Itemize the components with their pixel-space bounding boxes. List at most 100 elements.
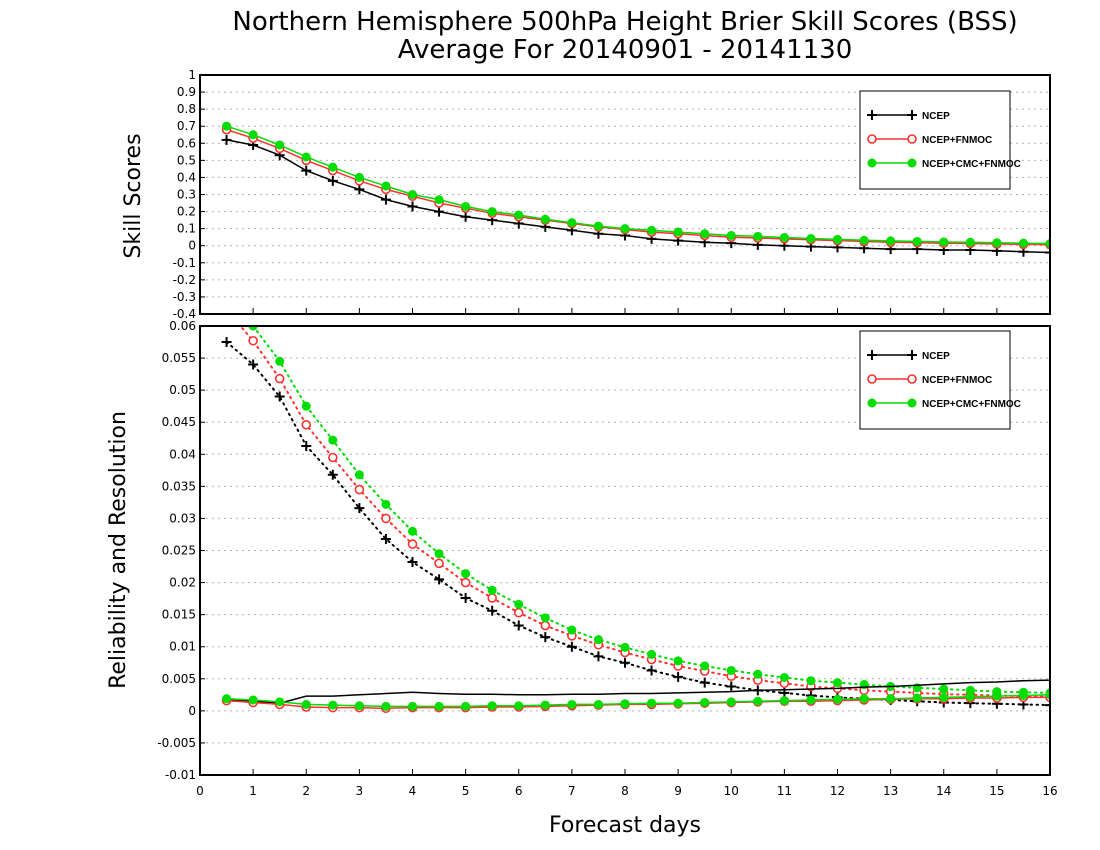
bottom-legend-label: NCEP+FNMOC: [922, 375, 992, 386]
top-data-point: [514, 210, 524, 220]
top-data-point: [567, 218, 577, 228]
bottom-data-point: [434, 558, 444, 569]
bottom-data-point: [434, 549, 444, 559]
bottom-data-point: [222, 694, 232, 704]
bottom-data-point: [274, 373, 285, 384]
top-data-point: [647, 225, 657, 235]
top-data-point: [753, 231, 763, 241]
top-y-tick-label: 0.5: [177, 153, 196, 167]
top-data-point: [992, 238, 1002, 248]
top-legend-label: NCEP+FNMOC: [922, 135, 992, 146]
bottom-data-point: [779, 696, 789, 706]
bottom-data-point: [753, 696, 763, 706]
top-y-tick-label: 0.4: [177, 170, 196, 184]
top-data-point: [593, 221, 603, 231]
top-data-point: [380, 194, 391, 205]
bottom-data-point: [354, 484, 365, 495]
bottom-data-point: [700, 698, 710, 708]
x-tick-label: 1: [249, 784, 257, 798]
top-data-point: [779, 233, 789, 243]
bottom-panel-series: [221, 289, 1050, 714]
bottom-data-point: [381, 701, 391, 711]
x-tick-label: 11: [777, 784, 792, 798]
top-data-point: [461, 201, 471, 211]
chart-subtitle: Average For 20140901 - 20141130: [398, 35, 853, 65]
bottom-y-tick-label: 0.01: [169, 640, 196, 654]
bottom-data-point: [407, 539, 418, 549]
top-data-point: [859, 235, 869, 245]
bottom-data-point: [1045, 690, 1050, 700]
bottom-y-tick-label: 0.005: [162, 672, 196, 686]
x-tick-label: 9: [674, 784, 682, 798]
bottom-data-point: [328, 435, 338, 445]
bottom-data-point: [806, 695, 816, 705]
bottom-legend-marker: [907, 374, 917, 384]
bottom-data-point: [540, 613, 550, 623]
top-data-point: [700, 229, 710, 239]
top-legend-marker: [907, 158, 917, 168]
bottom-data-point: [567, 699, 577, 709]
bottom-y-tick-label: -0.01: [165, 768, 196, 782]
x-tick-label: 13: [883, 784, 898, 798]
bottom-data-point: [461, 701, 471, 711]
top-data-point: [460, 211, 471, 222]
bottom-data-point: [886, 694, 896, 704]
bottom-data-point: [223, 306, 231, 314]
bottom-data-point: [514, 599, 524, 609]
bottom-y-tick-label: 0.05: [169, 383, 196, 397]
bottom-data-point: [434, 574, 445, 585]
top-y-tick-label: -0.2: [173, 273, 196, 287]
bottom-data-point: [487, 605, 498, 616]
bottom-data-point: [407, 557, 418, 568]
top-y-tick-label: -0.1: [173, 256, 196, 270]
x-tick-label: 6: [515, 784, 523, 798]
bottom-data-point: [408, 701, 417, 711]
bottom-data-point: [992, 691, 1002, 701]
top-data-point: [912, 236, 922, 246]
bottom-data-point: [354, 503, 365, 514]
bottom-data-point: [248, 695, 258, 705]
bottom-data-point: [327, 469, 338, 480]
bottom-y-tick-label: 0.035: [162, 479, 196, 493]
top-data-point: [248, 130, 258, 140]
x-tick-label: 10: [724, 784, 739, 798]
top-data-point: [620, 224, 630, 234]
bottom-data-point: [939, 684, 949, 694]
top-legend-marker: [867, 134, 877, 144]
bottom-data-point: [593, 651, 604, 662]
bottom-legend-label: NCEP+CMC+FNMOC: [922, 399, 1021, 410]
top-y-tick-label: 0.9: [177, 85, 196, 99]
bottom-data-point: [222, 289, 231, 298]
bottom-data-point: [620, 699, 630, 709]
top-y-tick-label: -0.4: [173, 307, 196, 321]
x-tick-label: 16: [1042, 784, 1057, 798]
bottom-data-point: [1018, 690, 1028, 700]
bottom-series-line-2: [251, 326, 1050, 694]
bottom-panel-legend: NCEP NCEP+FNMOC NCEP+CMC+FNMOC: [859, 330, 1021, 430]
top-legend-marker: [907, 134, 917, 144]
bottom-series-line-3: [226, 679, 1050, 704]
bottom-data-point: [566, 641, 577, 652]
bottom-y-tick-label: 0.055: [162, 351, 196, 365]
top-data-point: [407, 201, 418, 212]
bottom-data-point: [673, 671, 684, 682]
bottom-data-point: [275, 697, 285, 707]
bottom-data-point: [859, 694, 869, 704]
x-tick-label: 8: [621, 784, 629, 798]
chart-title: Northern Hemisphere 500hPa Height Brier …: [232, 7, 1017, 37]
bottom-data-point: [275, 356, 285, 366]
top-data-point: [354, 184, 365, 195]
bottom-y-tick-label: 0.04: [169, 447, 196, 461]
top-data-point: [327, 175, 338, 186]
top-y-tick-label: 0.2: [177, 205, 196, 219]
top-data-point: [328, 162, 338, 172]
top-y-tick-label: 0.1: [177, 222, 196, 236]
top-y-tick-label: 1: [188, 68, 196, 82]
top-y-tick-label: 0.8: [177, 102, 196, 116]
bottom-legend-marker: [867, 350, 877, 360]
bottom-data-point: [513, 620, 524, 631]
top-data-point: [939, 237, 949, 247]
bottom-legend-label: NCEP: [922, 351, 950, 362]
bottom-legend-marker: [907, 398, 917, 408]
